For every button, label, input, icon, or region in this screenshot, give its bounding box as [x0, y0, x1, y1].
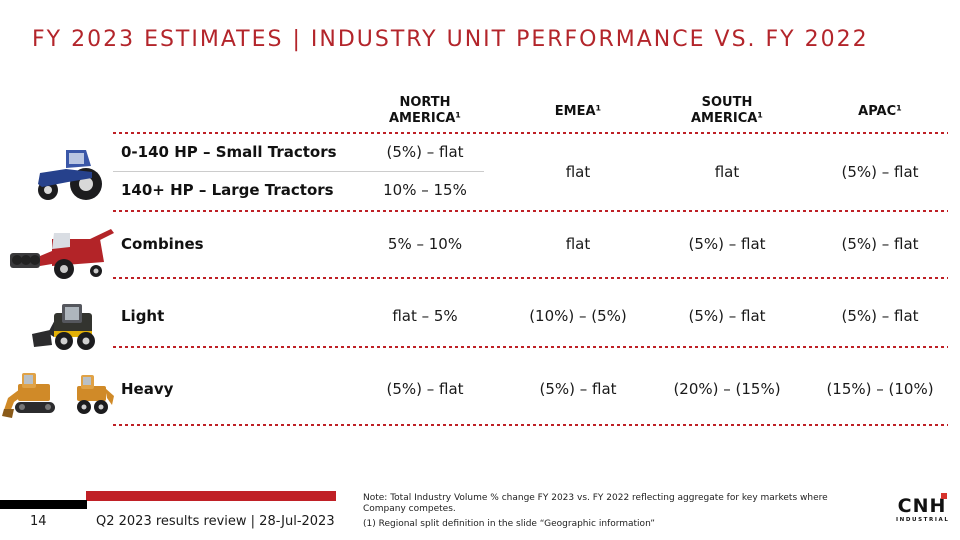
- dashed-divider: [113, 132, 948, 134]
- tractor-image: [28, 140, 112, 210]
- row-divider: [113, 171, 484, 172]
- skid-steer-icon: [32, 304, 95, 350]
- cell-heavy-south-america: (20%) – (15%): [673, 380, 781, 398]
- cell-tractors-south-america: flat: [714, 163, 740, 181]
- cell-combines-south-america: (5%) – flat: [688, 235, 766, 253]
- cell-light-apac: (5%) – flat: [841, 307, 919, 325]
- cell-heavy-emea: (5%) – flat: [539, 380, 617, 398]
- footer-note: Note: Total Industry Volume % change FY …: [363, 493, 828, 514]
- row-label-small-tractors: 0-140 HP – Small Tractors: [121, 143, 337, 161]
- dashed-divider: [113, 210, 948, 212]
- logo-text: CNH: [897, 493, 948, 517]
- row-label-heavy: Heavy: [121, 380, 174, 398]
- dashed-divider: [113, 424, 948, 426]
- tractor-icon: [38, 150, 102, 200]
- row-label-combines: Combines: [121, 235, 204, 253]
- footer-footnote: (1) Regional split definition in the sli…: [363, 519, 655, 529]
- footer-review-label: Q2 2023 results review | 28-Jul-2023: [96, 514, 335, 529]
- logo-name: CNH: [897, 495, 947, 517]
- cell-light-north-america: flat – 5%: [392, 307, 458, 325]
- dashed-divider: [113, 277, 948, 279]
- cell-combines-emea: flat: [565, 235, 591, 253]
- dashed-divider: [113, 346, 948, 348]
- combine-icon: [10, 229, 114, 279]
- footer-red-bar: [86, 491, 336, 501]
- cell-heavy-apac: (15%) – (10%): [826, 380, 934, 398]
- combine-image: [8, 222, 116, 284]
- light-equipment-image: [28, 291, 108, 357]
- footer-black-bar: [0, 500, 87, 509]
- cell-heavy-north-america: (5%) – flat: [386, 380, 464, 398]
- cell-small-tractors-north-america: (5%) – flat: [386, 143, 464, 161]
- column-header-apac: APAC¹: [858, 104, 902, 119]
- page-number: 14: [30, 514, 47, 529]
- cell-large-tractors-north-america: 10% – 15%: [383, 181, 467, 199]
- cell-tractors-apac: (5%) – flat: [841, 163, 919, 181]
- column-header-emea: EMEA¹: [554, 104, 602, 119]
- heavy-equipment-image: [0, 358, 118, 426]
- column-header-north-america: NORTH AMERICA¹: [388, 95, 462, 126]
- logo-subtext: INDUSTRIAL: [896, 517, 950, 523]
- cell-light-emea: (10%) – (5%): [529, 307, 627, 325]
- logo-red-square-icon: [941, 493, 948, 499]
- cell-combines-apac: (5%) – flat: [841, 235, 919, 253]
- row-label-large-tractors: 140+ HP – Large Tractors: [121, 181, 334, 199]
- cell-combines-north-america: 5% – 10%: [387, 235, 463, 253]
- excavator-icon: [2, 373, 114, 418]
- slide-title: FY 2023 ESTIMATES | INDUSTRY UNIT PERFOR…: [32, 27, 869, 52]
- cell-light-south-america: (5%) – flat: [688, 307, 766, 325]
- cnh-industrial-logo: CNH INDUSTRIAL: [896, 493, 950, 523]
- cell-tractors-emea: flat: [565, 163, 591, 181]
- column-header-south-america: SOUTH AMERICA¹: [690, 95, 764, 126]
- row-label-light: Light: [121, 307, 165, 325]
